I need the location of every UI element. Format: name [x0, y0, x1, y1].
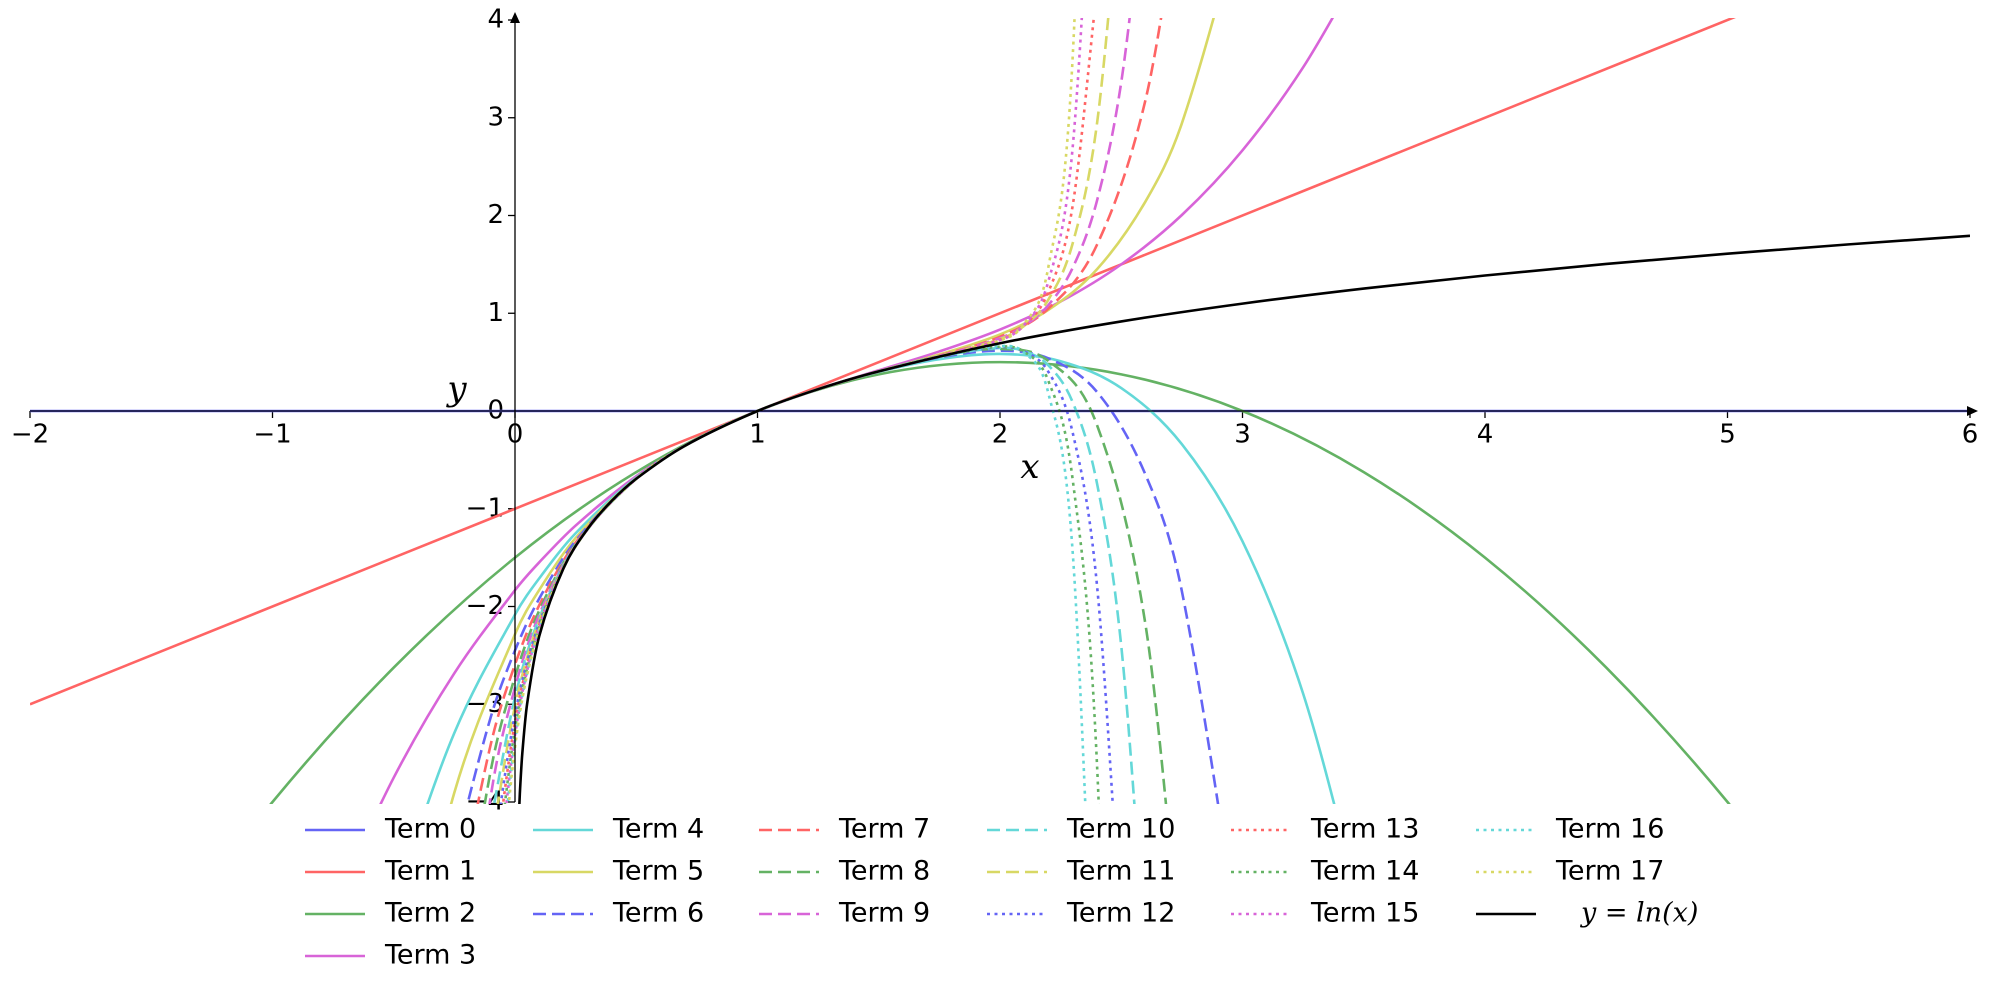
- y-tick-label: 3: [487, 102, 504, 132]
- legend-entry: Term 4: [533, 814, 704, 845]
- legend-label: Term 14: [1310, 856, 1419, 887]
- series-line: [506, 344, 1087, 804]
- x-axis-arrow: [1967, 406, 1978, 416]
- legend-entry: Term 7: [759, 814, 930, 845]
- x-tick-label: 1: [749, 420, 766, 450]
- x-tick-label: 3: [1234, 420, 1251, 450]
- legend-label: y = ln(x): [1580, 898, 1698, 929]
- legend-label: Term 12: [1066, 898, 1175, 929]
- y-tick-label: −1: [466, 493, 504, 523]
- series-line: [492, 346, 1136, 804]
- legend-label: Term 6: [612, 898, 704, 929]
- plot-area: [30, 18, 1970, 804]
- legend-entry: Term 17: [1476, 856, 1664, 887]
- y-tick-label: 1: [487, 298, 504, 328]
- x-axis-label: x: [1020, 447, 1039, 487]
- y-axis-arrow: [510, 12, 520, 23]
- series-line: [30, 18, 1736, 706]
- y-axis-label: y: [445, 369, 467, 409]
- legend-label: Term 9: [838, 898, 930, 929]
- legend-entry: Term 2: [305, 898, 476, 929]
- legend-entry: Term 9: [759, 898, 930, 929]
- legend-label: Term 15: [1310, 898, 1419, 929]
- legend-entry: Term 5: [533, 856, 704, 887]
- legend-label: Term 0: [384, 814, 476, 845]
- legend: Term 0 Term 1 Term 2 Term 3 Term 4 Term 5 Term…: [305, 814, 1698, 971]
- legend-entry: Term 15: [1231, 898, 1419, 929]
- legend-label: Term 7: [838, 814, 930, 845]
- legend-label: Term 1: [384, 856, 476, 887]
- x-tick-label: 2: [992, 420, 1009, 450]
- x-tick-label: 6: [1962, 420, 1979, 450]
- series-line: [488, 18, 1131, 804]
- legend-label: Term 4: [612, 814, 704, 845]
- legend-label: Term 5: [612, 856, 704, 887]
- legend-entry: Term 3: [305, 940, 476, 971]
- y-tick-label: 4: [487, 5, 504, 35]
- legend-entry: Term 10: [987, 814, 1175, 845]
- x-tick-label: −1: [253, 420, 291, 450]
- legend-entry: Term 11: [987, 856, 1175, 887]
- legend-label: Term 8: [838, 856, 930, 887]
- legend-entry: Term 1: [305, 856, 476, 887]
- series-line: [496, 18, 1110, 804]
- series-line: [476, 18, 1163, 804]
- y-tick-label: 2: [487, 200, 504, 230]
- legend-entry: y = ln(x): [1476, 898, 1698, 929]
- legend-label: Term 13: [1310, 814, 1419, 845]
- x-tick-label: 5: [1719, 420, 1736, 450]
- legend-entry: Term 14: [1231, 856, 1419, 887]
- legend-label: Term 16: [1555, 814, 1664, 845]
- legend-entry: Term 13: [1231, 814, 1419, 845]
- series-line: [507, 18, 1076, 804]
- series-line: [483, 347, 1168, 804]
- legend-entry: Term 0: [305, 814, 476, 845]
- x-tick-label: 4: [1477, 420, 1494, 450]
- y-tick-label: −2: [466, 591, 504, 621]
- series-line: [518, 234, 1970, 804]
- legend-entry: Term 12: [987, 898, 1175, 929]
- x-tick-label: −2: [11, 420, 49, 450]
- series-line: [269, 360, 1731, 804]
- legend-label: Term 10: [1066, 814, 1175, 845]
- series-line: [505, 18, 1084, 804]
- series-line: [499, 345, 1115, 804]
- legend-label: Term 3: [384, 940, 476, 971]
- legend-label: Term 17: [1555, 856, 1664, 887]
- series-line: [503, 345, 1101, 804]
- legend-entry: Term 8: [759, 856, 930, 887]
- legend-label: Term 2: [384, 898, 476, 929]
- series-line: [379, 18, 1335, 804]
- legend-label: Term 11: [1066, 856, 1175, 887]
- legend-entry: Term 6: [533, 898, 704, 929]
- legend-entry: Term 16: [1476, 814, 1664, 845]
- axis-lines: [30, 12, 1978, 802]
